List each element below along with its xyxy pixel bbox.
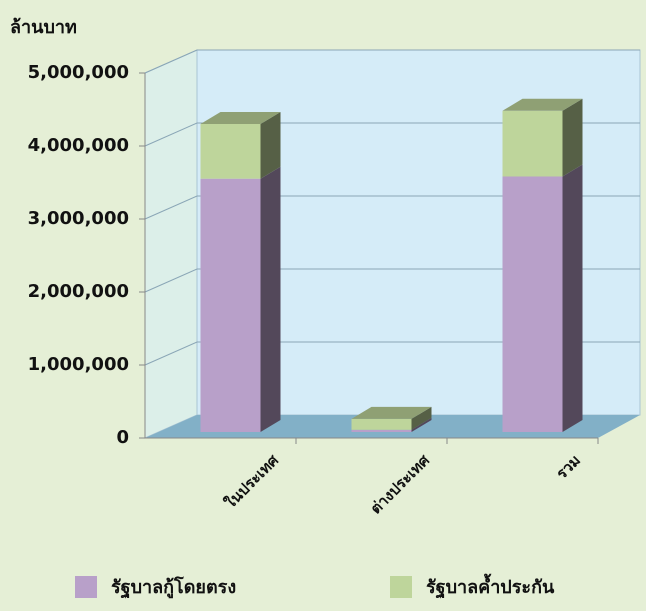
bar-side xyxy=(260,111,281,179)
legend-label: รัฐบาลค้ำประกัน xyxy=(426,573,555,599)
bar xyxy=(502,110,563,177)
bar-side xyxy=(260,166,281,432)
grid-line xyxy=(144,268,640,293)
side-wall xyxy=(144,49,198,439)
legend-swatch xyxy=(75,576,97,598)
y-tick-label: 4,000,000 xyxy=(28,135,129,156)
legend-swatch xyxy=(390,576,412,598)
bar xyxy=(351,429,412,432)
grid-line xyxy=(144,341,640,366)
y-tick-label: 1,000,000 xyxy=(28,354,129,375)
bar xyxy=(502,176,563,432)
bar xyxy=(200,123,261,179)
bar-side xyxy=(562,98,583,177)
bar-top xyxy=(200,111,281,124)
x-tick-label: ต่างประเทศ xyxy=(367,451,434,518)
bar-top xyxy=(351,406,432,419)
y-tick-label: 3,000,000 xyxy=(28,208,129,229)
bar xyxy=(351,418,412,430)
grid-line xyxy=(144,195,640,220)
y-tick-label: 5,000,000 xyxy=(28,62,129,83)
x-tick-label: รวม xyxy=(553,451,584,482)
bar-side xyxy=(411,417,432,432)
y-tick-label: 0 xyxy=(116,427,129,448)
y-tick-label: 2,000,000 xyxy=(28,281,129,302)
bar-side xyxy=(562,164,583,432)
y-axis-label: ล้านบาท xyxy=(10,17,77,38)
legend-label: รัฐบาลกู้โดยตรง xyxy=(111,576,236,599)
bar-side xyxy=(411,406,432,430)
grid-line xyxy=(144,49,640,74)
grid-line xyxy=(144,122,640,147)
x-tick-label: ในประเทศ xyxy=(221,451,282,512)
bar-top xyxy=(502,98,583,111)
bar xyxy=(200,178,261,432)
